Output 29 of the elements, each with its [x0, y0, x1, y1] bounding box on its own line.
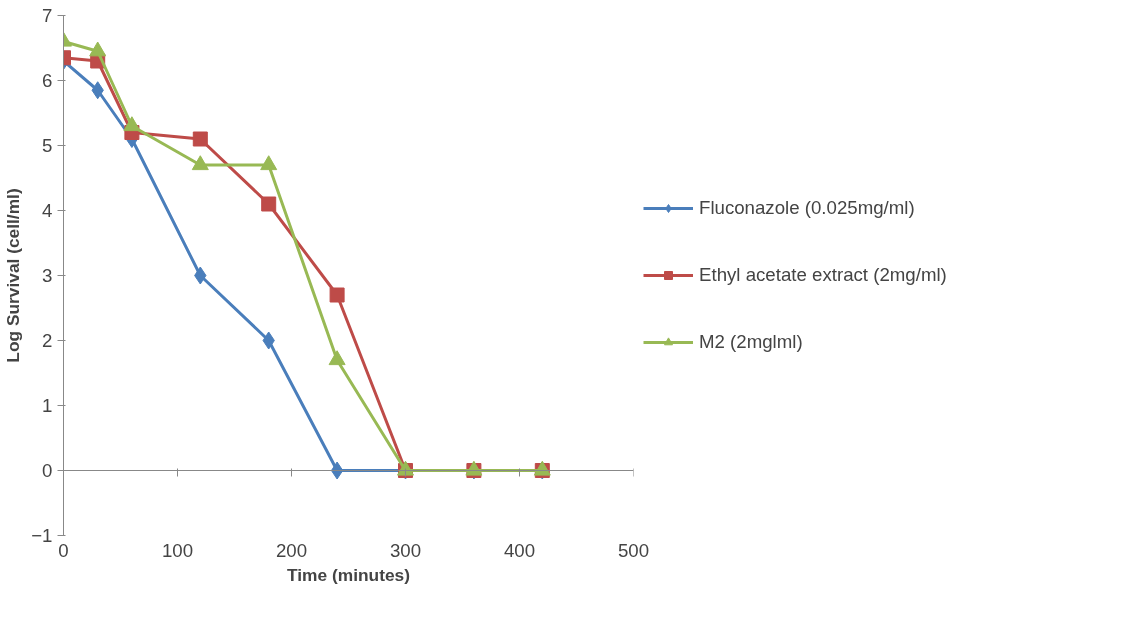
legend-label: M2 (2mglml)	[699, 331, 803, 353]
point	[89, 41, 107, 57]
legend-label: Ethyl acetate extract (2mg/ml)	[699, 264, 947, 286]
x-tick-label: 300	[389, 539, 422, 561]
x-tick-label: 100	[161, 539, 194, 561]
y-tick-label: 0	[42, 460, 53, 481]
y-tick-label: 3	[42, 265, 53, 286]
x-tick-label: 500	[617, 539, 650, 561]
point	[261, 196, 277, 212]
y-tick-label: 2	[42, 330, 53, 351]
x-tick-label: 400	[503, 539, 536, 561]
x-tick-label: 200	[275, 539, 308, 561]
point	[328, 350, 346, 366]
point	[330, 461, 344, 480]
legend-label: Fluconazole (0.025mg/ml)	[699, 197, 915, 219]
y-tick-label: 5	[42, 135, 53, 156]
y-tick-label: 7	[42, 5, 53, 26]
x-axis-title: Time (minutes)	[287, 564, 410, 585]
point	[192, 131, 208, 147]
point	[260, 155, 278, 171]
y-tick-label: 1	[42, 395, 53, 416]
point	[191, 155, 209, 171]
x-tick-label: 0	[58, 539, 69, 561]
y-tick-label: 4	[42, 200, 53, 221]
point	[329, 287, 345, 303]
point	[123, 116, 141, 132]
y-tick-label: −1	[31, 525, 53, 546]
y-axis-title: Log Survival (cell/ml)	[3, 188, 24, 363]
y-tick-label: 6	[42, 70, 53, 91]
